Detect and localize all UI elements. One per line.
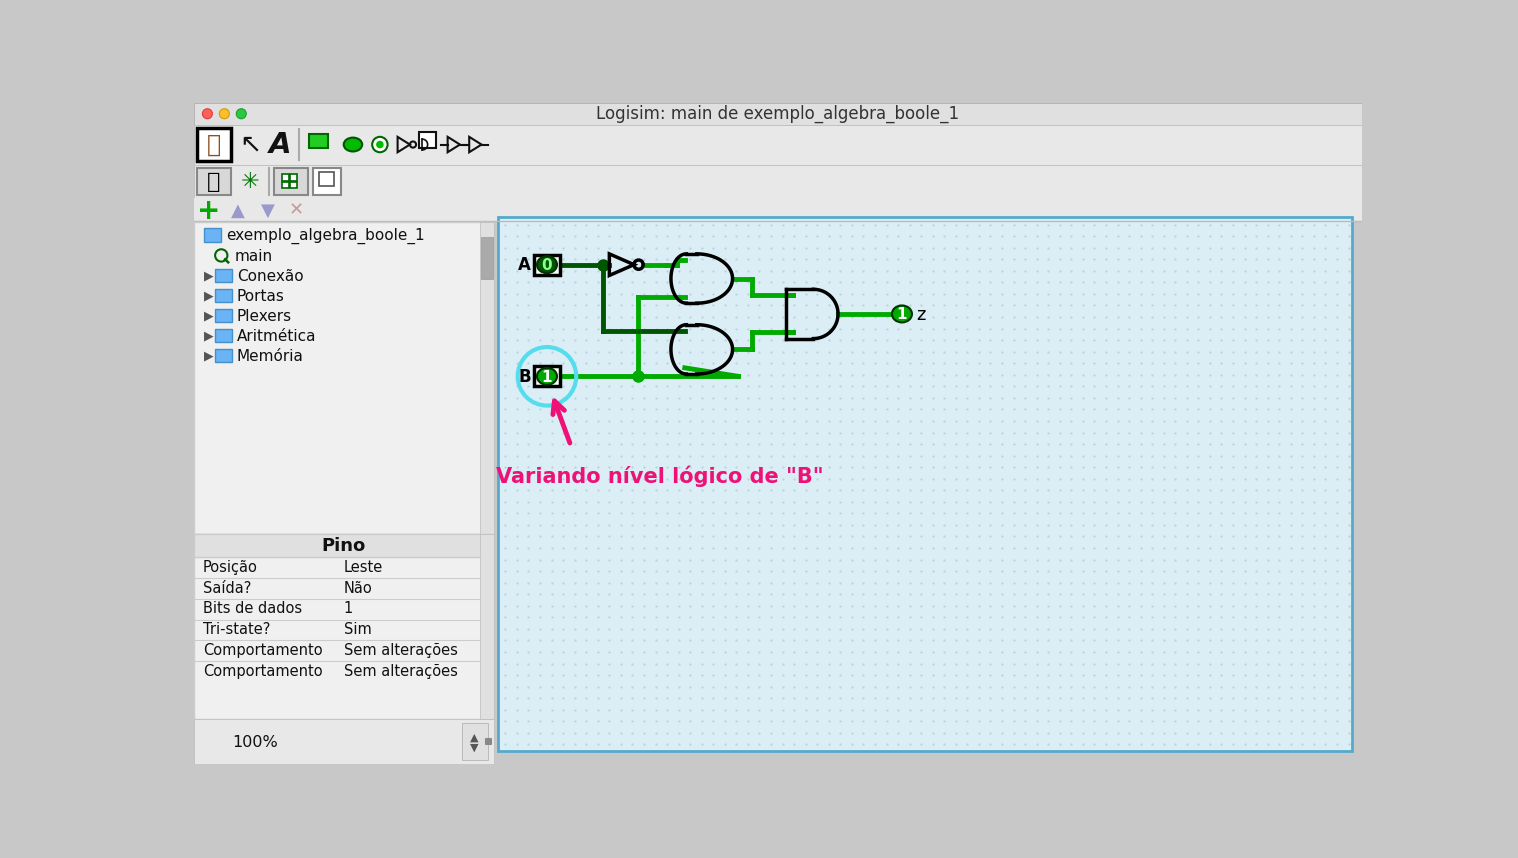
Text: 1: 1 (897, 307, 908, 323)
Text: Comportamento: Comportamento (203, 643, 322, 658)
Bar (319, 172, 334, 186)
Text: Plexers: Plexers (237, 309, 291, 323)
Text: Comportamento: Comportamento (203, 664, 322, 679)
Text: Posição: Posição (203, 559, 258, 575)
Circle shape (376, 142, 383, 148)
Text: B: B (518, 368, 531, 386)
Bar (205, 228, 222, 242)
Text: ✳: ✳ (240, 172, 260, 191)
Text: ▲: ▲ (471, 733, 478, 742)
Text: ▶: ▶ (205, 329, 214, 342)
Bar (194, 535, 493, 719)
Text: Logisim: main de exemplo_algebra_boole_1: Logisim: main de exemplo_algebra_boole_1 (597, 105, 959, 123)
Text: Sem alterações: Sem alterações (343, 664, 457, 679)
Bar (498, 217, 1353, 751)
Text: main: main (235, 249, 273, 263)
Text: ↖: ↖ (240, 131, 261, 158)
Text: ▶: ▶ (205, 290, 214, 303)
Ellipse shape (537, 257, 557, 273)
Text: z: z (915, 305, 924, 323)
Bar (194, 165, 1363, 198)
Text: ▶: ▶ (205, 269, 214, 282)
Text: Memória: Memória (237, 349, 304, 364)
Bar (310, 134, 328, 148)
Text: Saída?: Saída? (203, 581, 250, 595)
Bar (461, 722, 487, 760)
Text: Pino: Pino (322, 537, 366, 555)
Bar (480, 221, 493, 535)
Text: Não: Não (343, 581, 372, 595)
Text: Sem alterações: Sem alterações (343, 643, 457, 658)
Text: ▼: ▼ (471, 742, 478, 752)
Ellipse shape (893, 305, 912, 323)
Bar (194, 103, 1363, 124)
Text: ▼: ▼ (261, 202, 275, 220)
Bar (216, 269, 232, 281)
Text: Variando nível lógico de "B": Variando nível lógico de "B" (495, 466, 823, 487)
Text: A: A (269, 131, 291, 160)
Text: ✋: ✋ (206, 132, 220, 156)
Bar (290, 174, 296, 181)
Bar (282, 182, 288, 189)
Text: Tri-state?: Tri-state? (203, 622, 270, 637)
Text: Aritmética: Aritmética (237, 329, 316, 344)
Circle shape (202, 109, 213, 118)
Text: ▶: ▶ (205, 350, 214, 363)
Bar (534, 255, 560, 275)
Text: 1: 1 (542, 370, 553, 384)
Bar (313, 167, 340, 196)
Bar (534, 366, 560, 386)
Text: 100%: 100% (232, 734, 278, 750)
Circle shape (372, 136, 387, 152)
Bar (290, 182, 296, 189)
Bar (273, 167, 308, 196)
Text: exemplo_algebra_boole_1: exemplo_algebra_boole_1 (226, 228, 425, 245)
Bar (480, 535, 493, 719)
Text: 0: 0 (542, 258, 553, 273)
Text: Leste: Leste (343, 559, 383, 575)
Ellipse shape (343, 137, 363, 152)
Text: +: + (197, 196, 220, 225)
Text: 🔎: 🔎 (206, 172, 220, 191)
Text: Sim: Sim (343, 622, 372, 637)
Bar (419, 132, 436, 148)
Bar (197, 167, 231, 196)
Text: Bits de dados: Bits de dados (203, 601, 302, 616)
Bar (481, 237, 493, 280)
Ellipse shape (537, 368, 557, 384)
Bar (282, 174, 288, 181)
Text: ▶: ▶ (205, 310, 214, 323)
Bar (197, 128, 231, 161)
Bar (194, 198, 1363, 221)
Bar (194, 719, 493, 764)
Text: 1: 1 (343, 601, 354, 616)
Bar (216, 309, 232, 322)
Bar (194, 124, 1363, 165)
Text: Conexão: Conexão (237, 269, 304, 284)
Bar (194, 535, 493, 557)
Text: ▲: ▲ (231, 202, 244, 220)
Circle shape (237, 109, 246, 118)
Bar (216, 348, 232, 362)
Bar (216, 288, 232, 302)
Text: Portas: Portas (237, 289, 284, 304)
Bar (194, 221, 493, 535)
Text: ✕: ✕ (288, 202, 304, 220)
Text: A: A (518, 257, 531, 275)
Bar (216, 329, 232, 341)
Circle shape (219, 109, 229, 118)
